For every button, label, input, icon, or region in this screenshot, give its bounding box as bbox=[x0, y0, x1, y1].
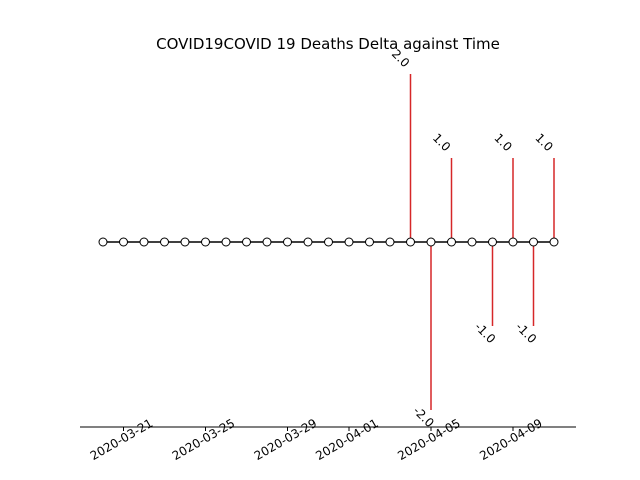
data-point bbox=[365, 237, 374, 247]
delta-label: -1.0 bbox=[472, 320, 498, 346]
data-point bbox=[344, 237, 354, 247]
x-tick-label: 2020-04-01 bbox=[313, 416, 380, 463]
data-point bbox=[160, 237, 169, 247]
plot-area: 2020-03-21 2020-03-25 2020-03-292020-04-01… bbox=[80, 47, 576, 463]
data-point bbox=[262, 237, 272, 247]
data-point bbox=[303, 237, 313, 247]
data-point bbox=[406, 237, 415, 247]
delta-label: 1.0 bbox=[430, 131, 453, 154]
delta-label: -2.0 bbox=[410, 404, 436, 430]
data-point bbox=[426, 237, 436, 247]
data-point bbox=[529, 237, 538, 247]
x-tick-label: 2020-03-29 bbox=[252, 416, 319, 463]
data-point bbox=[242, 237, 251, 247]
x-tick-label: 2020-04-09 bbox=[477, 416, 544, 463]
data-point bbox=[283, 237, 292, 247]
data-point bbox=[201, 237, 210, 247]
data-point bbox=[139, 237, 149, 247]
data-point bbox=[447, 237, 456, 247]
data-point bbox=[488, 237, 497, 247]
delta-label: -1.0 bbox=[513, 320, 539, 346]
data-point bbox=[508, 237, 518, 247]
data-point bbox=[549, 237, 559, 247]
data-point bbox=[385, 237, 395, 247]
data-point bbox=[119, 237, 128, 247]
data-point bbox=[221, 237, 231, 247]
data-point bbox=[180, 237, 190, 247]
data-point bbox=[324, 237, 333, 247]
data-point bbox=[467, 237, 477, 247]
delta-label: 1.0 bbox=[491, 131, 514, 154]
x-tick-label: 2020-03-21 bbox=[88, 416, 155, 463]
x-tick-label: 2020-03-25 bbox=[170, 416, 237, 463]
delta-label: 1.0 bbox=[532, 131, 555, 154]
data-point bbox=[98, 237, 108, 247]
chart-title: COVID19COVID 19 Deaths Delta against Tim… bbox=[156, 35, 500, 53]
